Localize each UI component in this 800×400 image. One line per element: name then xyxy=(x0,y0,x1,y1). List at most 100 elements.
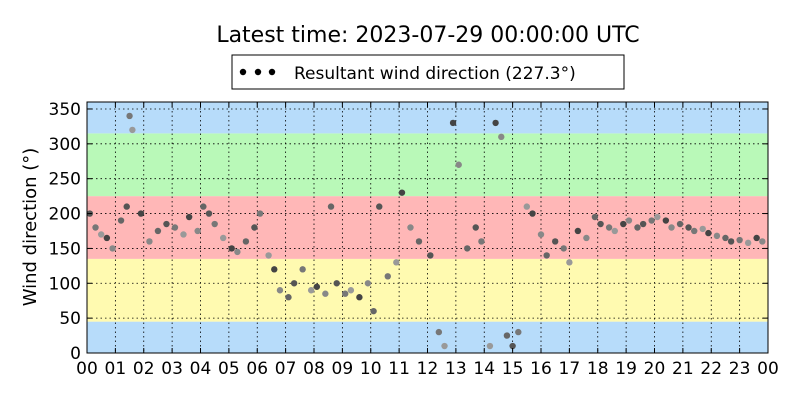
data-point xyxy=(464,245,471,252)
y-tick-label: 250 xyxy=(49,170,81,190)
x-tick-label: 19 xyxy=(615,359,637,379)
data-point xyxy=(566,259,573,266)
y-tick-label: 50 xyxy=(59,309,81,329)
data-point xyxy=(668,224,675,231)
data-point xyxy=(228,245,235,252)
data-point xyxy=(727,238,735,245)
data-point xyxy=(276,287,284,294)
data-point xyxy=(699,225,706,233)
data-point xyxy=(146,238,153,245)
data-point xyxy=(299,266,306,273)
data-point xyxy=(97,231,105,238)
data-point xyxy=(242,238,250,245)
x-tick-label: 08 xyxy=(303,359,325,379)
data-point xyxy=(376,203,383,210)
data-point xyxy=(285,294,292,301)
background-band-1 xyxy=(87,258,768,322)
data-point xyxy=(705,229,712,237)
data-point xyxy=(503,332,511,339)
data-point xyxy=(327,203,335,210)
data-point xyxy=(393,259,400,266)
data-point xyxy=(384,273,391,280)
data-point xyxy=(472,224,479,231)
data-point xyxy=(492,119,499,127)
legend-marker-dot xyxy=(239,68,247,76)
data-point xyxy=(356,294,363,301)
legend-marker-dot xyxy=(268,68,276,76)
x-tick-label: 02 xyxy=(133,359,155,379)
x-tick-label: 10 xyxy=(360,359,382,379)
data-point xyxy=(123,203,130,210)
data-point xyxy=(307,287,315,294)
x-tick-label: 21 xyxy=(672,359,694,379)
data-point xyxy=(455,161,462,168)
data-point xyxy=(654,213,661,221)
data-point xyxy=(185,213,193,221)
data-point xyxy=(625,217,633,224)
data-point xyxy=(753,234,760,242)
data-point xyxy=(205,210,213,217)
data-point xyxy=(435,328,443,336)
x-tick-label: 06 xyxy=(246,359,268,379)
x-tick-label: 01 xyxy=(105,359,127,379)
x-tick-label: 11 xyxy=(388,359,410,379)
x-tick-label: 09 xyxy=(332,359,354,379)
x-tick-label: 22 xyxy=(700,359,722,379)
x-tick-label: 18 xyxy=(587,359,609,379)
data-point xyxy=(407,224,414,231)
data-point xyxy=(736,236,743,244)
data-point xyxy=(364,280,372,287)
data-point xyxy=(129,126,136,134)
legend-marker-dot xyxy=(254,68,262,76)
data-point xyxy=(634,224,641,231)
data-point xyxy=(171,224,179,231)
data-point xyxy=(290,280,298,287)
legend-entry: Resultant wind direction (227.3°) xyxy=(294,64,576,84)
data-point xyxy=(583,234,590,242)
data-point xyxy=(265,252,272,259)
y-tick-label: 100 xyxy=(49,274,81,294)
data-point xyxy=(648,217,655,224)
data-point xyxy=(611,227,618,235)
chart-title: Latest time: 2023-07-29 00:00:00 UTC xyxy=(216,23,639,48)
data-point xyxy=(509,342,516,350)
data-point xyxy=(486,342,494,350)
y-tick-label: 150 xyxy=(49,239,81,259)
y-tick-label: 300 xyxy=(49,135,81,155)
data-point xyxy=(370,307,377,315)
data-point xyxy=(427,252,434,259)
data-point xyxy=(194,227,201,235)
data-point xyxy=(126,112,133,120)
data-point xyxy=(398,189,406,196)
x-tick-label: 17 xyxy=(559,359,581,379)
data-point xyxy=(543,252,550,259)
data-point xyxy=(441,342,448,350)
data-point xyxy=(478,238,485,245)
y-tick-label: 350 xyxy=(49,100,81,120)
x-tick-label: 07 xyxy=(275,359,297,379)
data-point xyxy=(551,238,559,245)
data-point xyxy=(620,220,627,228)
data-point xyxy=(256,210,264,217)
data-point xyxy=(92,224,99,231)
data-point xyxy=(200,203,207,210)
data-point xyxy=(529,210,536,217)
data-point xyxy=(537,231,545,238)
x-tick-label: 13 xyxy=(445,359,467,379)
data-point xyxy=(498,133,505,141)
plot-area: 00 01 02 03 04 05 06 07 08 09 10 11 12 13 14 15 16 17 18 19… xyxy=(49,100,779,379)
x-tick-label: 05 xyxy=(218,359,240,379)
data-point xyxy=(691,227,698,235)
data-point xyxy=(103,234,111,242)
legend-box xyxy=(231,54,625,90)
data-point xyxy=(560,245,567,252)
data-point xyxy=(180,231,187,238)
x-tick-label: 14 xyxy=(473,359,495,379)
data-point xyxy=(154,227,162,235)
data-point xyxy=(591,213,599,221)
x-tick-label: 12 xyxy=(417,359,439,379)
data-point xyxy=(342,290,349,297)
data-point xyxy=(137,210,145,217)
data-point xyxy=(605,224,613,231)
